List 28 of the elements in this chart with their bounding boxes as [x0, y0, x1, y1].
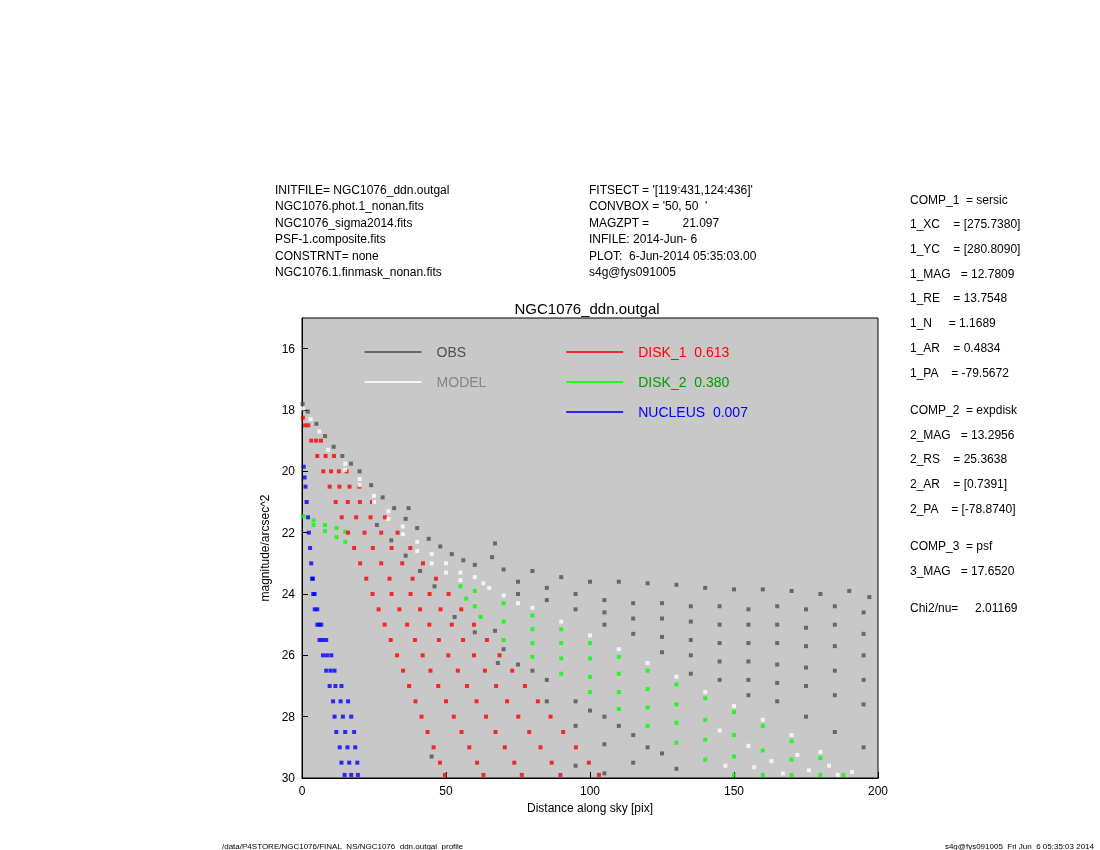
x-tick-label: 200	[867, 784, 889, 798]
text: COMP_2 = expdisk 2_MAG = 13.2956 2_RS = 25.3638 2_AR = [0.7391] 2_PA = [-78.8740]	[910, 401, 1018, 519]
y-tick-label: 18	[281, 403, 296, 417]
legend-label: DISK_2 0.380	[638, 374, 730, 390]
text: COMP_3 = psf 3_MAG = 17.6520	[910, 537, 1015, 580]
y-tick-label: 30	[281, 771, 296, 785]
text: INITFILE= NGC1076_ddn.outgal NGC1076.phot.1_nonan.fits NGC1076_sigma2014.fits PSF-1.composite.fits CONSTRNT= none NGC1076.1.finmask_nonan.fits	[275, 181, 450, 281]
x-axis-title: Distance along sky [pix]	[526, 800, 654, 815]
legend-label: DISK_1 0.613	[638, 344, 730, 360]
text: COMP_1 = sersic 1_XC = [275.7380] 1_YC = [280.8090] 1_MAG = 12.7809 1_RE = 13.7548 1_N = 1.1689 1_AR = 0.4834 1_PA = -79.5672	[910, 191, 1021, 382]
x-tick-label: 50	[439, 784, 453, 798]
text: s4g@fys091005 Fri Jun 6 05:35:03 2014	[944, 841, 1094, 850]
y-tick-label: 20	[281, 464, 296, 479]
y-tick-label: 22	[281, 525, 296, 540]
text: FITSECT = '[119:431,124:436]' CONVBOX = '50, 50 ' MAGZPT = 21.097 INFILE: 2014-Jun- 6 PLOT: 6-Jun-2014 05:35:03.00 s4g@fys091005	[589, 181, 757, 281]
x-tick-label: 0	[298, 784, 306, 798]
x-tick-label: 150	[723, 784, 745, 798]
y-tick-label: 28	[281, 709, 296, 724]
text: Chi2/nu= 2.01169	[910, 599, 1018, 617]
legend-label: MODEL	[436, 374, 487, 390]
x-tick-label: 100	[579, 784, 601, 798]
legend-label: OBS	[436, 344, 467, 360]
y-tick-label: 24	[281, 587, 296, 601]
y-tick-label: 16	[281, 341, 296, 356]
chart-title: NGC1076_ddn.outgal	[514, 300, 660, 317]
y-axis-title: magnitude/arcsec^2	[257, 494, 272, 602]
y-tick-label: 26	[281, 648, 296, 663]
legend-label: NUCLEUS 0.007	[638, 404, 749, 420]
